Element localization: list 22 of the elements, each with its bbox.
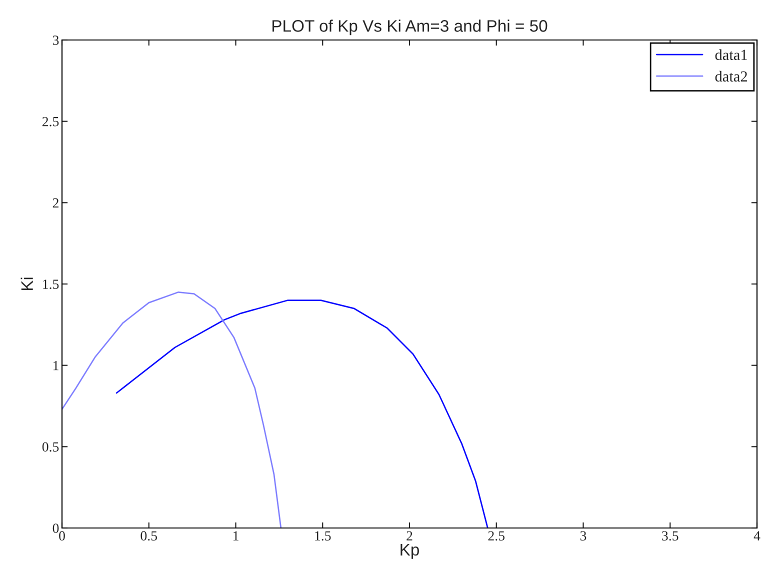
x-tick-label: 3 — [580, 531, 586, 541]
y-tick-label: 2 — [52, 198, 58, 208]
x-tick-label: 0.5 — [140, 531, 158, 541]
y-tick-label: 0.5 — [42, 442, 59, 452]
x-tick-label: 3.5 — [662, 531, 678, 541]
x-tick-label: 1.5 — [315, 531, 331, 541]
x-axis-title: Kp — [400, 544, 419, 559]
line-series — [116, 300, 488, 528]
x-tick-label: 2 — [406, 531, 412, 540]
x-tick-label: 2.5 — [488, 531, 505, 541]
y-axis-title: Ki — [20, 278, 33, 290]
y-tick-label: 1 — [54, 360, 58, 370]
line-series — [62, 291, 282, 528]
x-tick-label: 1 — [234, 531, 238, 540]
y-tick-label: 3 — [52, 36, 59, 45]
x-tick-label: 4 — [754, 531, 760, 540]
legend-label: data1 — [715, 49, 747, 60]
y-tick-label: 0 — [52, 524, 59, 533]
chart-title: PLOT of Kp Vs Ki Am=3 and Phi = 50 — [272, 20, 548, 36]
y-tick-label: 2.5 — [42, 116, 59, 126]
legend-label: data2 — [715, 70, 747, 82]
y-tick-label: 1.5 — [43, 280, 59, 290]
